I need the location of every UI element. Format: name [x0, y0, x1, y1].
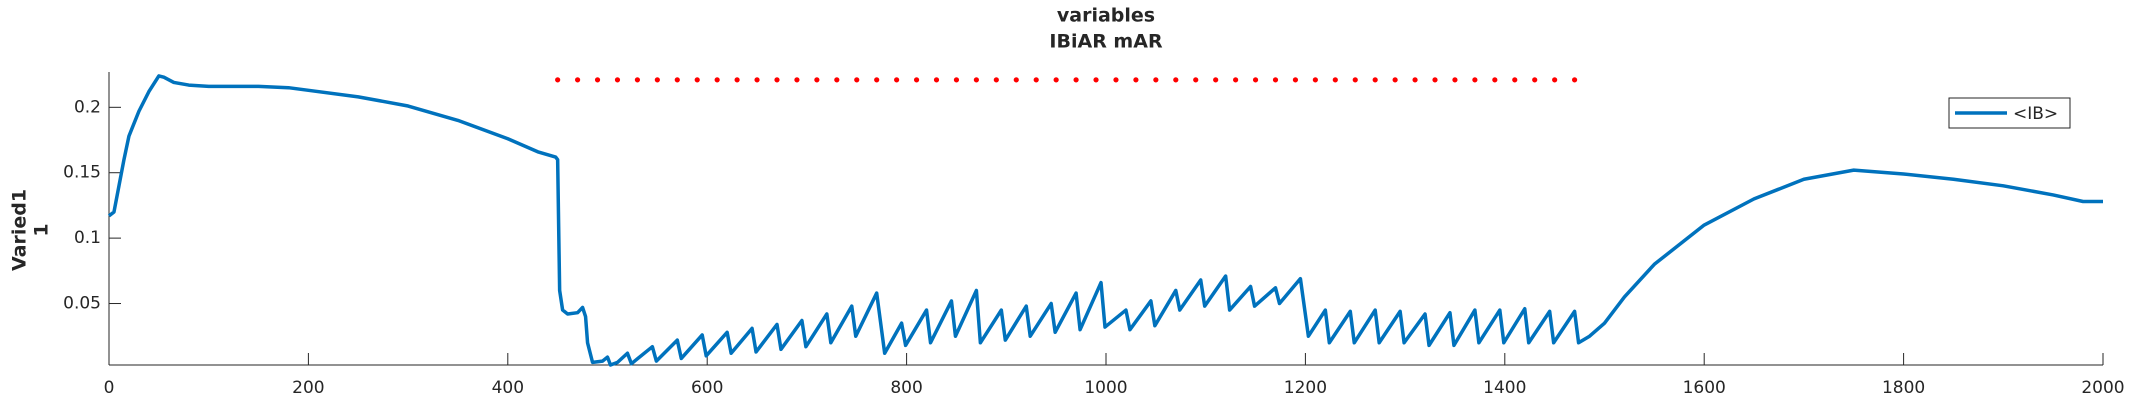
chart-subtitle: IBiAR mAR: [1049, 31, 1163, 53]
marker: [1153, 77, 1159, 83]
marker: [734, 77, 740, 83]
marker: [1492, 77, 1498, 83]
marker: [854, 77, 860, 83]
marker: [1193, 77, 1199, 83]
marker: [1252, 77, 1259, 83]
marker: [614, 77, 621, 83]
x-tick-label: 2000: [2081, 378, 2124, 398]
marker: [674, 77, 680, 83]
marker: [574, 77, 581, 83]
x-tick-label: 1000: [1084, 378, 1127, 398]
marker: [774, 77, 780, 83]
marker: [993, 77, 999, 83]
marker: [1412, 77, 1418, 83]
marker: [1233, 77, 1239, 83]
x-tick-label: 400: [492, 378, 524, 398]
y-label: Varied1 1: [9, 189, 53, 271]
marker: [894, 77, 900, 83]
marker: [794, 77, 800, 83]
marker: [634, 77, 641, 83]
marker: [594, 77, 601, 83]
marker: [834, 77, 840, 83]
x-tick-label: 0: [104, 378, 115, 398]
marker: [754, 77, 760, 83]
x-tick-label: 1800: [1882, 378, 1925, 398]
marker: [1332, 77, 1338, 83]
marker: [1053, 77, 1059, 83]
marker: [933, 77, 940, 83]
y-tick-label: 0.2: [74, 97, 101, 117]
marker: [814, 77, 820, 83]
marker: [874, 77, 880, 83]
y-tick-label: 0.15: [63, 163, 101, 183]
data-line: [107, 74, 2103, 367]
marker: [654, 77, 660, 83]
marker: [1312, 77, 1318, 83]
marker: [1173, 77, 1179, 83]
x-tick-label: 200: [292, 378, 324, 398]
marker: [694, 77, 700, 83]
marker: [1472, 77, 1478, 83]
y-tick-label: 0.05: [63, 294, 101, 314]
x-tick-label: 1200: [1284, 378, 1327, 398]
marker: [1013, 77, 1019, 83]
marker: [1272, 77, 1279, 83]
marker: [1093, 77, 1099, 83]
marker: [1213, 77, 1219, 83]
marker: [1352, 77, 1358, 83]
y-label-line: Varied1: [9, 189, 31, 271]
marker: [555, 77, 561, 83]
x-tick-label: 600: [691, 378, 723, 398]
x-tick-label: 1400: [1483, 378, 1526, 398]
marker: [953, 77, 960, 83]
marker: [1133, 77, 1139, 83]
chart-title: variables: [1057, 5, 1155, 27]
marker: [1571, 77, 1578, 83]
marker: [1552, 77, 1558, 83]
legend-label: <IB>: [2013, 104, 2058, 124]
marker: [1532, 77, 1538, 83]
y-label-line: 1: [31, 223, 53, 236]
marker: [1292, 77, 1299, 83]
marker: [1033, 77, 1039, 83]
marker: [1392, 77, 1398, 83]
marker: [1452, 77, 1458, 83]
marker: [1372, 77, 1378, 83]
y-tick-label: 0.1: [74, 228, 101, 248]
x-tick-label: 800: [890, 378, 922, 398]
marker: [1432, 77, 1438, 83]
marker: [1073, 77, 1079, 83]
marker: [913, 77, 920, 83]
marker: [973, 77, 979, 83]
marker: [714, 77, 720, 83]
x-tick-label: 1600: [1683, 378, 1726, 398]
marker: [1113, 77, 1119, 83]
marker: [1512, 77, 1518, 83]
